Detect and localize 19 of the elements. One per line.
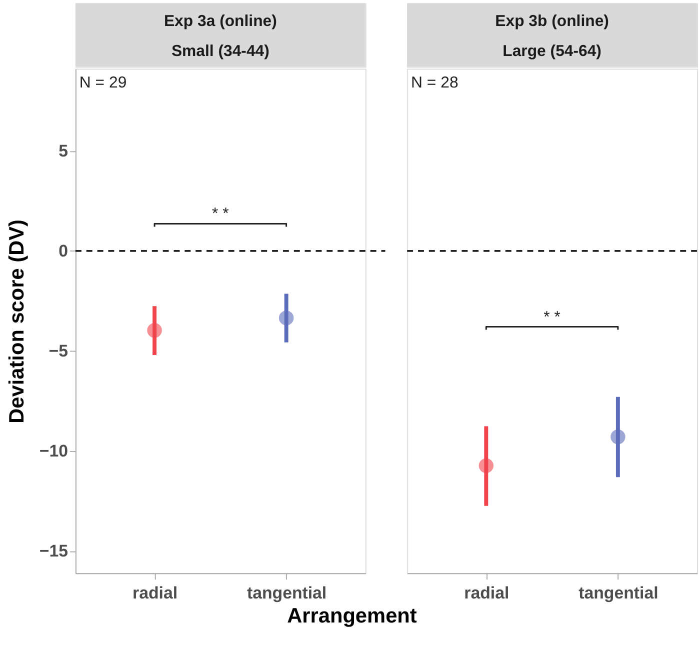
y-tick-label: −15 bbox=[39, 542, 68, 561]
annotation: N = 28 bbox=[411, 74, 458, 92]
annotation: * * bbox=[544, 308, 560, 326]
x-tick-label: tangential bbox=[247, 583, 327, 602]
chart-title: Exp 3a (online) bbox=[164, 13, 277, 30]
y-tick-label: 5 bbox=[58, 141, 68, 160]
chart-title: Exp 3b (online) bbox=[495, 13, 609, 30]
chart-subtitle: Small (34-44) bbox=[171, 42, 270, 60]
y-tick-label: −10 bbox=[39, 442, 68, 461]
x-tick-label: radial bbox=[132, 583, 178, 602]
chart-subtitle: Large (54-64) bbox=[502, 42, 602, 60]
x-axis-title: Arrangement bbox=[287, 604, 417, 628]
x-tick-label: radial bbox=[464, 583, 510, 602]
annotation: N = 29 bbox=[79, 74, 127, 92]
y-tick-label: −5 bbox=[48, 341, 68, 360]
annotation: * * bbox=[212, 206, 229, 223]
y-axis-title: Deviation score (DV) bbox=[5, 220, 28, 424]
y-tick-label: 0 bbox=[58, 241, 68, 260]
x-tick-label: tangential bbox=[578, 583, 658, 602]
